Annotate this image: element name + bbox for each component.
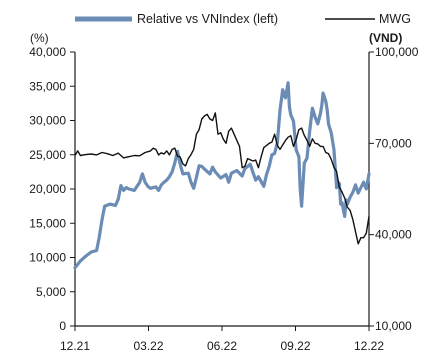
right-tick-label: 100,000 (375, 45, 419, 59)
left-tick-label: 10,000 (29, 251, 66, 265)
left-axis-ticks: 0 5,000 10,000 15,000 20,000 25,000 30,000 35,0… (29, 45, 75, 333)
left-tick-label: 35,000 (29, 79, 66, 93)
legend: Relative vs VNIndex (left) MWG (75, 12, 411, 26)
left-tick-label: 0 (59, 319, 66, 333)
right-tick-label: 40,000 (375, 228, 412, 242)
series-line-mwg (74, 112, 370, 245)
x-tick-label: 03.22 (133, 339, 163, 353)
left-tick-label: 20,000 (29, 182, 66, 196)
x-tick-label: 09.22 (280, 339, 310, 353)
right-axis-unit: (VND) (369, 31, 402, 45)
x-tick-label: 12.22 (354, 339, 384, 353)
right-tick-label: 70,000 (375, 136, 412, 150)
right-axis-ticks: 10,000 40,000 70,000 100,000 (369, 45, 419, 333)
left-tick-label: 30,000 (29, 114, 66, 128)
legend-label-mwg: MWG (379, 12, 411, 26)
x-tick-label: 06.22 (207, 339, 237, 353)
left-axis-unit: (%) (30, 31, 49, 45)
left-tick-label: 40,000 (29, 45, 66, 59)
series-line-relative (73, 81, 371, 270)
right-tick-label: 10,000 (375, 319, 412, 333)
x-tick-label: 12.21 (60, 339, 90, 353)
left-tick-label: 5,000 (36, 285, 66, 299)
legend-label-relative: Relative vs VNIndex (left) (137, 12, 278, 26)
x-axis-ticks: 12.21 03.22 06.22 09.22 12.22 (60, 326, 384, 353)
left-tick-label: 15,000 (29, 216, 66, 230)
left-tick-label: 25,000 (29, 148, 66, 162)
